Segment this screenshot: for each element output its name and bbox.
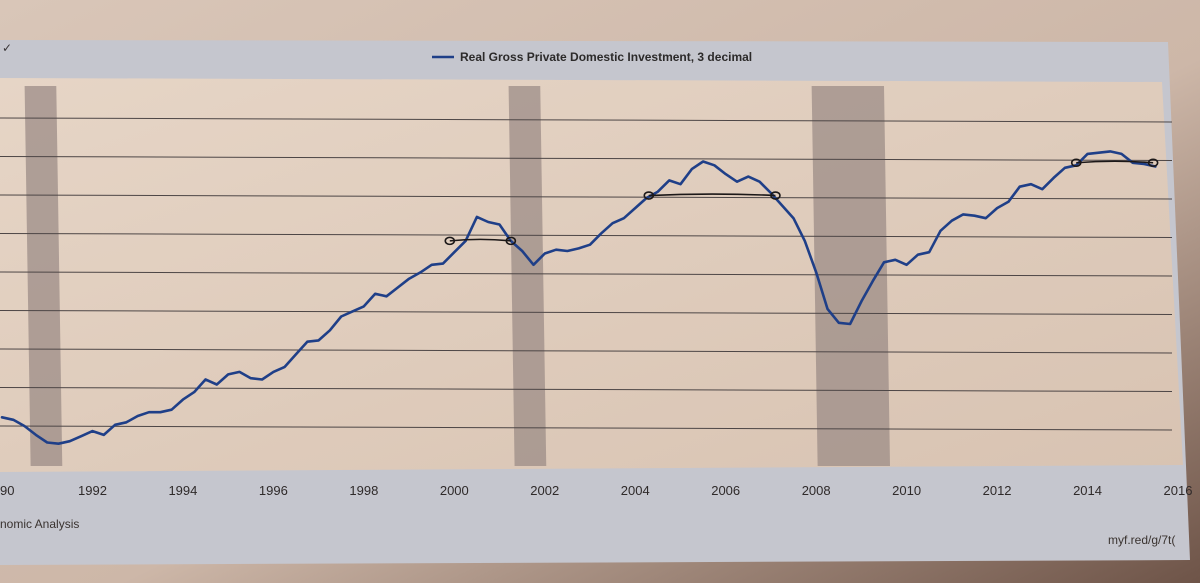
grid-line xyxy=(0,310,1173,315)
x-tick-label: 1998 xyxy=(349,483,378,498)
x-axis-tick-labels: 90 1992 1994 1996 1998 2000 2002 2004 2006 2008 20… xyxy=(0,483,1192,498)
x-tick-label: 2002 xyxy=(530,483,559,498)
annotation-marker xyxy=(1070,158,1082,168)
annotation-marker xyxy=(770,191,781,200)
x-tick-label: 1992 xyxy=(78,483,107,498)
x-tick-label: 2010 xyxy=(892,483,921,498)
x-tick-label: 2004 xyxy=(621,483,650,498)
series-line xyxy=(0,150,1157,445)
x-tick-label: 2006 xyxy=(711,483,740,498)
grid-line xyxy=(0,348,1173,354)
x-tick-label: 1994 xyxy=(168,483,197,498)
grid-lines xyxy=(0,117,1173,431)
grid-line xyxy=(0,117,1173,123)
recession-band-1 xyxy=(24,86,63,466)
recession-bands xyxy=(24,86,890,466)
legend: Real Gross Private Domestic Investment, … xyxy=(432,50,752,64)
grid-line xyxy=(0,233,1173,238)
grid-line xyxy=(0,156,1173,161)
recession-band-2 xyxy=(508,86,547,466)
source-text: nomic Analysis xyxy=(0,517,79,531)
x-tick-label: 1996 xyxy=(259,483,288,498)
x-tick-label: 90 xyxy=(0,483,14,498)
hand-drawn-annotations xyxy=(444,158,1159,246)
annotation-marker xyxy=(444,236,456,246)
footer-link[interactable]: myf.red/g/7t( xyxy=(1108,533,1175,547)
x-tick-label: 2014 xyxy=(1073,483,1102,498)
x-tick-label: 2012 xyxy=(983,483,1012,498)
check-icon[interactable]: ✓ xyxy=(2,41,12,55)
recession-band-3 xyxy=(811,86,890,466)
annotation-marker xyxy=(505,236,517,246)
annotation-marker xyxy=(1147,158,1159,168)
annotation-line-3 xyxy=(1076,160,1154,164)
annotation-line-2 xyxy=(648,193,776,197)
grid-line xyxy=(0,387,1173,392)
x-tick-label: 2008 xyxy=(802,483,831,498)
x-tick-label: 2000 xyxy=(440,483,469,498)
annotation-marker xyxy=(643,191,655,200)
x-tick-label: 2016 xyxy=(1164,483,1193,498)
grid-line xyxy=(0,425,1173,431)
grid-line xyxy=(0,194,1173,200)
grid-line xyxy=(0,271,1173,277)
legend-label: Real Gross Private Domestic Investment, … xyxy=(460,50,752,64)
